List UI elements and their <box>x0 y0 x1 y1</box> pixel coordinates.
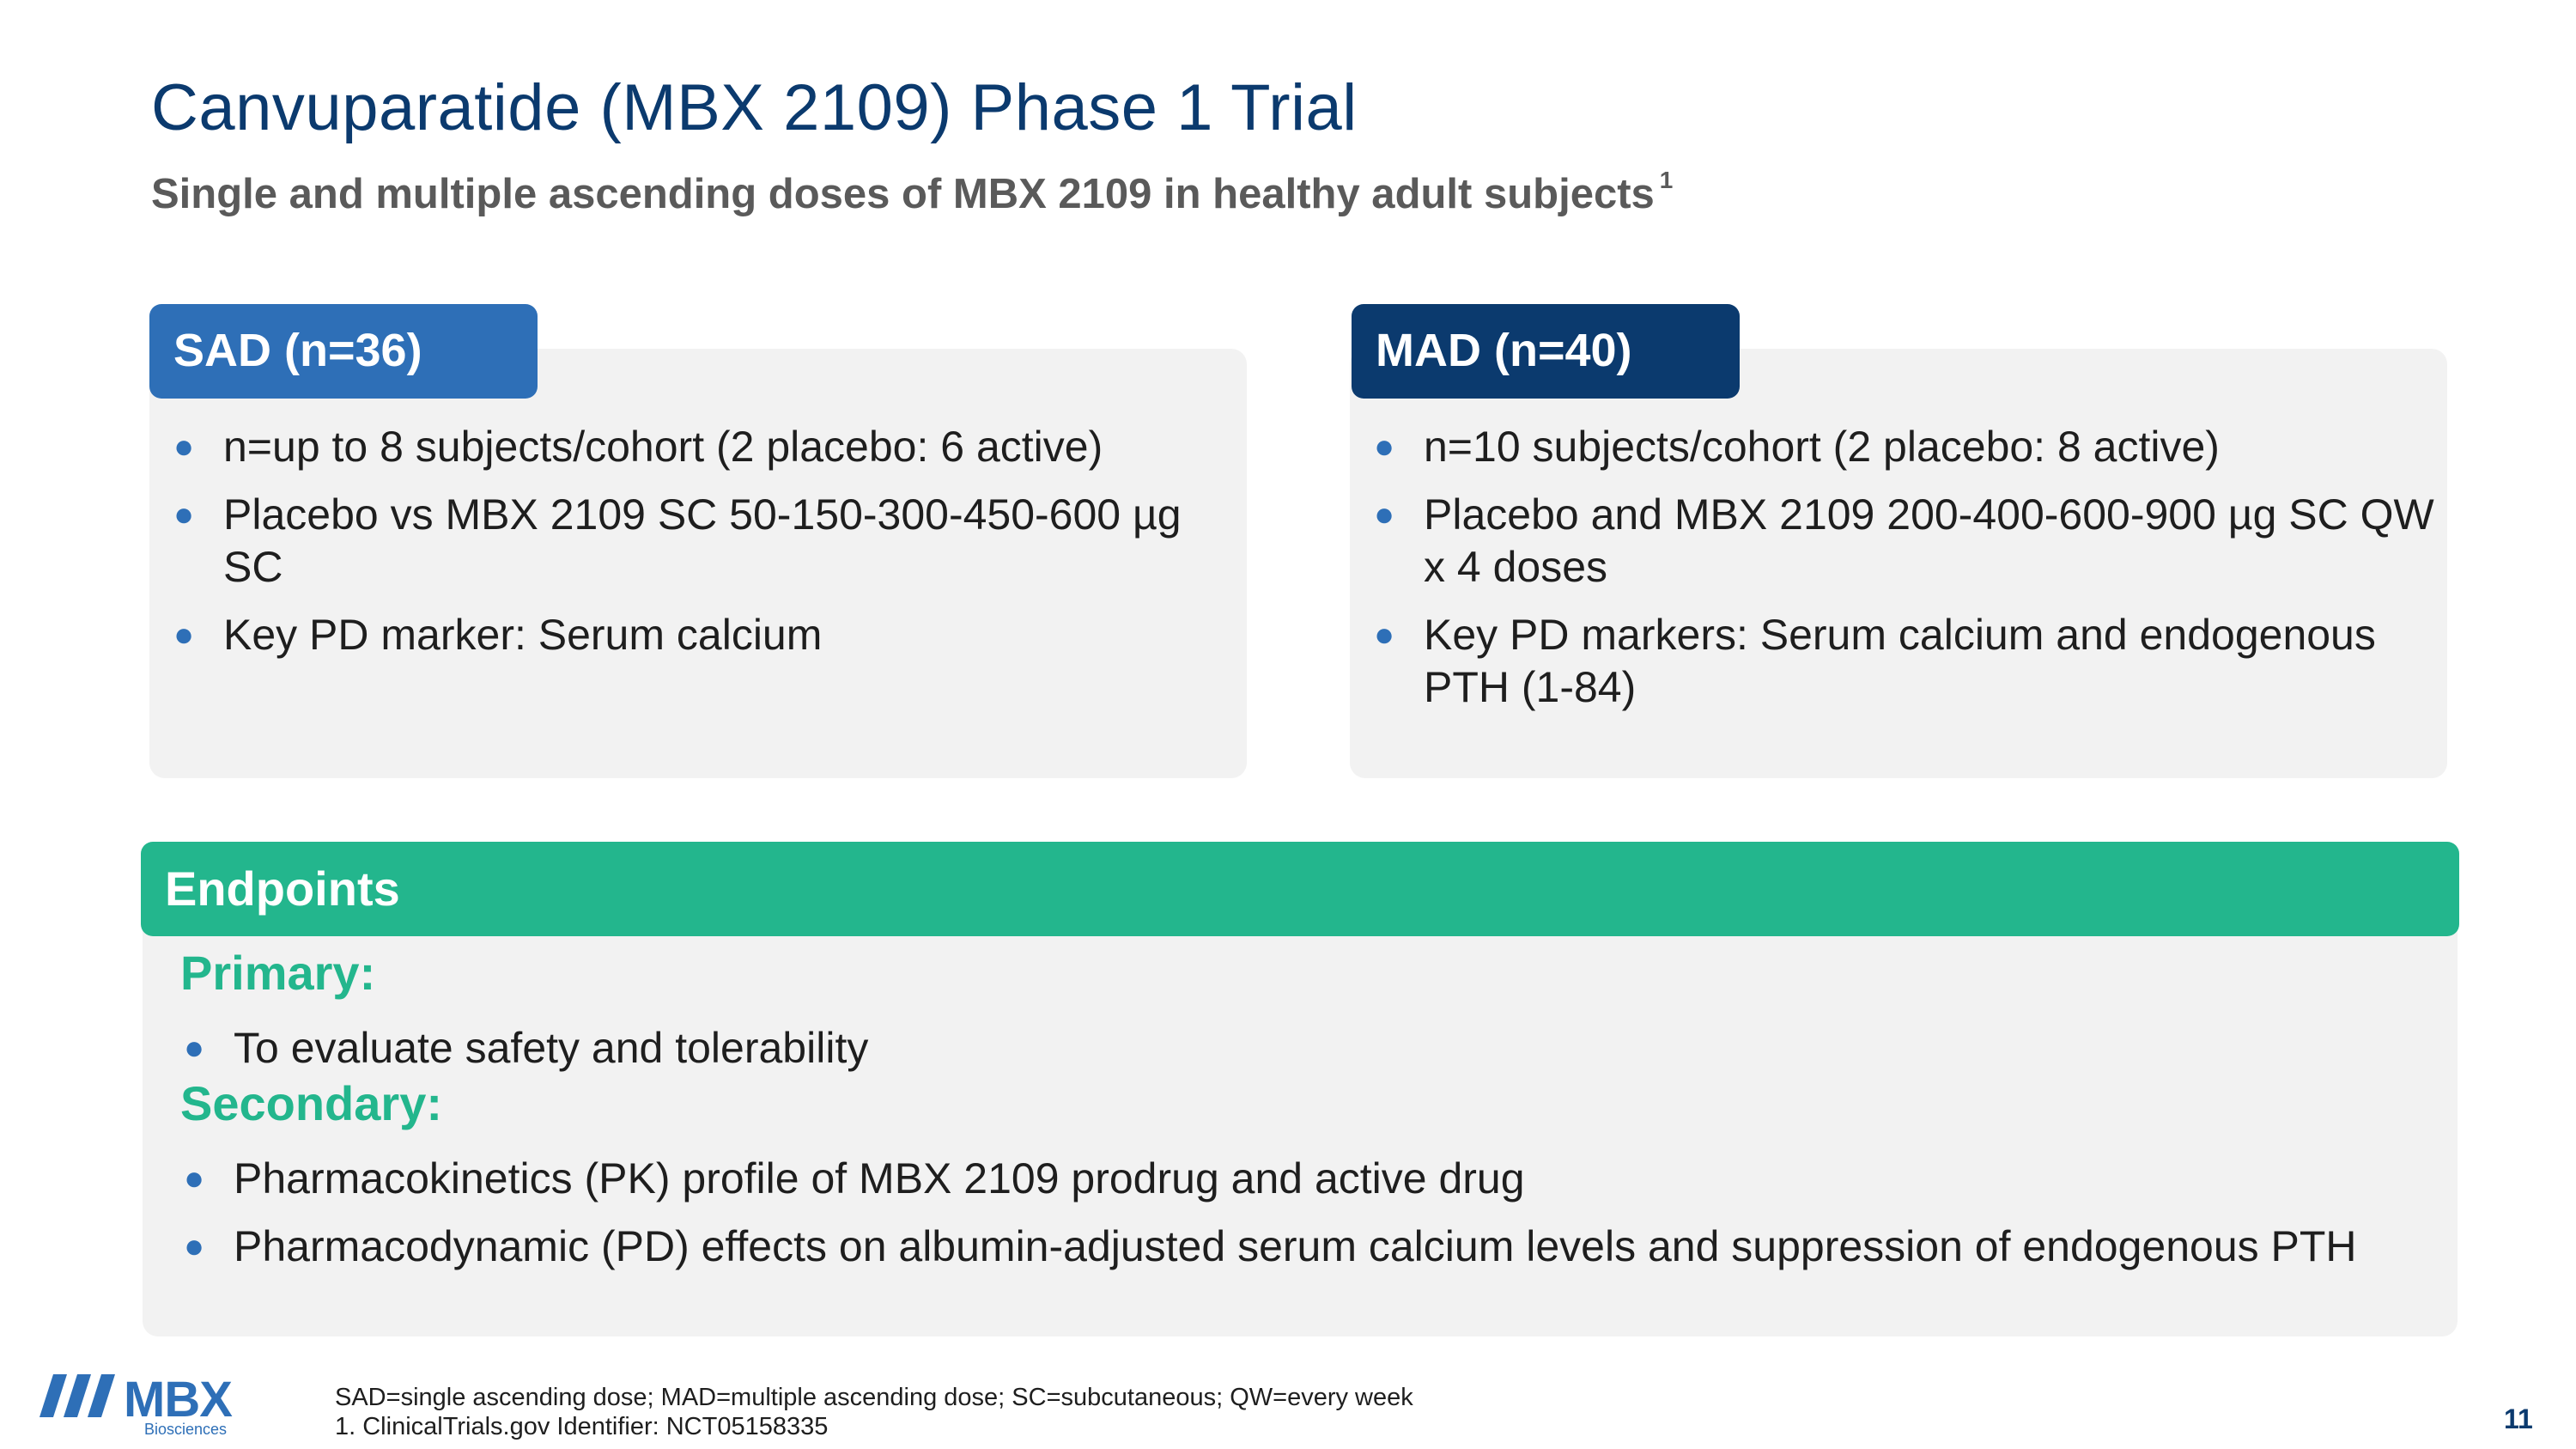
list-item: ● Pharmacodynamic (PD) effects on albumin… <box>160 1221 2427 1273</box>
list-item-text: Key PD marker: Serum calcium <box>223 611 823 659</box>
list-item-text: Key PD markers: Serum calcium and endoge… <box>1424 611 2376 711</box>
footnotes: SAD=single ascending dose; MAD=multiple … <box>335 1383 1413 1441</box>
list-item: ● Placebo vs MBX 2109 SC 50-150-300-450-6… <box>149 489 1206 594</box>
list-item-text: Placebo vs MBX 2109 SC 50-150-300-450-60… <box>223 490 1182 591</box>
logo-subtext: Biosciences <box>144 1421 228 1438</box>
list-item: ● Pharmacokinetics (PK) profile of MBX 21… <box>160 1153 2427 1205</box>
list-item: ● Placebo and MBX 2109 200-400-600-900 µg… <box>1350 489 2440 594</box>
primary-heading: Primary: <box>180 946 376 1000</box>
mad-panel <box>1350 349 2447 778</box>
list-item: ● n=up to 8 subjects/cohort (2 placebo: 6… <box>149 421 1206 473</box>
list-item: ● n=10 subjects/cohort (2 placebo: 8 acti… <box>1350 421 2440 473</box>
logo-wordmark: MBX <box>124 1372 233 1428</box>
footnote-abbreviations: SAD=single ascending dose; MAD=multiple … <box>335 1384 1413 1411</box>
list-item: ● To evaluate safety and tolerability <box>160 1022 2427 1075</box>
endpoints-label: Endpoints <box>141 842 2459 936</box>
company-logo: MBX Biosciences <box>39 1372 246 1438</box>
list-item: ● Key PD marker: Serum calcium <box>149 609 1206 661</box>
footnote-reference: 1. ClinicalTrials.gov Identifier: NCT051… <box>335 1413 829 1440</box>
list-item-text: Pharmacodynamic (PD) effects on albumin-… <box>234 1222 2357 1270</box>
secondary-heading: Secondary: <box>180 1076 442 1130</box>
list-item-text: Pharmacokinetics (PK) profile of MBX 210… <box>234 1154 1525 1202</box>
sad-list: ● n=up to 8 subjects/cohort (2 placebo: 6… <box>149 421 1206 677</box>
list-item-text: n=10 subjects/cohort (2 placebo: 8 activ… <box>1424 423 2220 471</box>
sad-panel <box>149 349 1247 778</box>
mad-list: ● n=10 subjects/cohort (2 placebo: 8 acti… <box>1350 421 2440 729</box>
list-item-text: Placebo and MBX 2109 200-400-600-900 µg … <box>1424 490 2434 591</box>
bullet-icon: ● <box>173 428 195 466</box>
primary-endpoints-list: ● To evaluate safety and tolerability <box>160 1022 2427 1090</box>
bullet-icon: ● <box>1374 428 1395 466</box>
subtitle-footnote-marker: 1 <box>1659 167 1674 193</box>
bullet-icon: ● <box>173 616 195 654</box>
page-number: 11 <box>2504 1403 2533 1434</box>
bullet-icon: ● <box>1374 496 1395 533</box>
bullet-icon: ● <box>173 496 195 533</box>
page-title: Canvuparatide (MBX 2109) Phase 1 Trial <box>151 71 1358 144</box>
bullet-icon: ● <box>1374 616 1395 654</box>
endpoints-panel <box>143 859 2458 1336</box>
list-item-text: n=up to 8 subjects/cohort (2 placebo: 6 … <box>223 423 1103 471</box>
bullet-icon: ● <box>184 1227 205 1265</box>
mad-label: MAD (n=40) <box>1352 304 1740 399</box>
logo-mark-icon <box>39 1374 115 1417</box>
secondary-endpoints-list: ● Pharmacokinetics (PK) profile of MBX 21… <box>160 1153 2427 1288</box>
subtitle-text: Single and multiple ascending doses of M… <box>151 171 1655 217</box>
bullet-icon: ● <box>184 1160 205 1197</box>
page-subtitle: Single and multiple ascending doses of M… <box>151 167 1674 218</box>
bullet-icon: ● <box>184 1029 205 1067</box>
list-item: ● Key PD markers: Serum calcium and endog… <box>1350 609 2440 714</box>
sad-label: SAD (n=36) <box>149 304 538 399</box>
list-item-text: To evaluate safety and tolerability <box>234 1024 869 1072</box>
